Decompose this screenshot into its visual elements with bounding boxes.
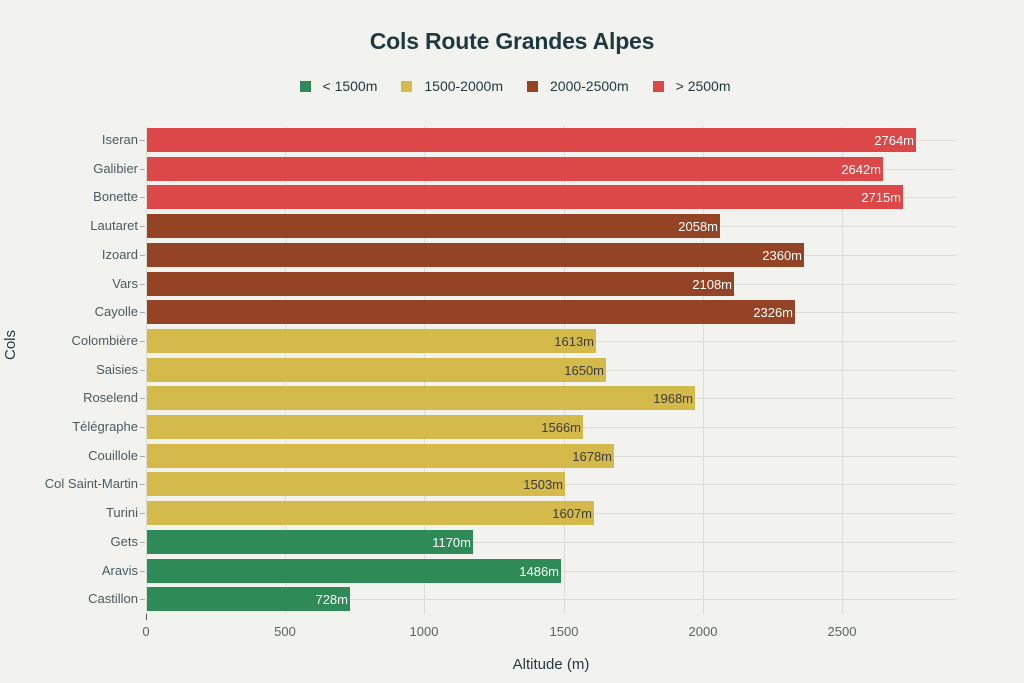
bar[interactable]: 1678m — [147, 444, 614, 468]
bar-value-label: 1613m — [554, 333, 594, 349]
y-tick-label: Lautaret — [90, 218, 138, 233]
bar-value-label: 1170m — [432, 534, 471, 550]
legend-item[interactable]: 2000-2500m — [521, 78, 629, 94]
bar[interactable]: 2360m — [147, 243, 804, 267]
y-tick-label: Vars — [112, 276, 138, 291]
legend-label: > 2500m — [675, 78, 731, 94]
legend-swatch — [299, 80, 311, 92]
y-tick-mark — [140, 513, 145, 514]
bar[interactable]: 1170m — [147, 530, 473, 554]
y-tick-mark — [140, 427, 145, 428]
bar-value-label: 2326m — [753, 304, 793, 320]
y-tick-mark — [140, 226, 145, 227]
y-tick-label: Couillole — [88, 448, 138, 463]
y-tick-label: Col Saint-Martin — [44, 476, 138, 491]
plot-area: 2764m 2642m 2715m 2058m 2360m 2108m 2326m 1613m… — [146, 126, 956, 620]
bar-value-label: 1678m — [572, 448, 612, 464]
bar[interactable]: 1968m — [147, 386, 695, 410]
y-tick-mark — [140, 255, 145, 256]
y-tick-mark — [140, 484, 145, 485]
y-tick-label: Turini — [105, 505, 138, 520]
y-tick-label: Roselend — [83, 390, 138, 405]
bar-value-label: 2058m — [678, 218, 718, 234]
legend-item[interactable]: 1500-2000m — [395, 78, 503, 94]
y-tick-label: Saisies — [96, 362, 138, 377]
x-tick-label: 2500 — [827, 624, 857, 639]
y-tick-label: Castillon — [88, 591, 138, 606]
bar-value-label: 1650m — [564, 362, 604, 378]
bar-value-label: 2764m — [874, 132, 914, 148]
y-tick-label: Cayolle — [94, 304, 138, 319]
y-tick-label: Gets — [110, 534, 138, 549]
y-tick-label: Aravis — [101, 563, 138, 578]
y-tick-mark — [140, 370, 145, 371]
bar[interactable]: 2058m — [147, 214, 720, 238]
legend-item[interactable]: < 1500m — [294, 78, 378, 94]
y-tick-mark — [140, 312, 145, 313]
legend-label: < 1500m — [322, 78, 378, 94]
bar[interactable]: 1566m — [147, 415, 583, 439]
x-tick-label: 500 — [274, 624, 296, 639]
bar-value-label: 1566m — [541, 419, 581, 435]
y-tick-mark — [140, 197, 145, 198]
bar-value-label: 1607m — [552, 505, 592, 521]
bar[interactable]: 728m — [147, 587, 350, 611]
bar-value-label: 1486m — [519, 563, 559, 579]
y-gridline — [146, 542, 956, 543]
y-tick-mark — [140, 599, 145, 600]
y-tick-label: Galibier — [93, 161, 138, 176]
y-tick-mark — [140, 542, 145, 543]
legend-swatch — [401, 80, 413, 92]
y-tick-mark — [140, 571, 145, 572]
legend-label: 2000-2500m — [550, 78, 629, 94]
x-tick-label: 1500 — [549, 624, 579, 639]
bar-value-label: 2108m — [692, 276, 732, 292]
bar-value-label: 2715m — [861, 189, 901, 205]
y-tick-label: Iseran — [101, 132, 138, 147]
x-tick-label: 2000 — [688, 624, 718, 639]
bar[interactable]: 2326m — [147, 300, 795, 324]
bar[interactable]: 1613m — [147, 329, 596, 353]
y-tick-mark — [140, 140, 145, 141]
bar[interactable]: 2642m — [147, 157, 883, 181]
bar-value-label: 1503m — [523, 476, 563, 492]
y-tick-label: Bonette — [93, 189, 138, 204]
y-tick-mark — [140, 169, 145, 170]
bar-value-label: 2642m — [841, 161, 881, 177]
y-tick-mark — [140, 284, 145, 285]
bar[interactable]: 2715m — [147, 185, 903, 209]
y-tick-label: Izoard — [101, 247, 138, 262]
y-tick-label: Télégraphe — [72, 419, 138, 434]
bar[interactable]: 1486m — [147, 559, 561, 583]
y-gridline — [146, 599, 956, 600]
bar-value-label: 1968m — [653, 390, 693, 406]
bar[interactable]: 1607m — [147, 501, 594, 525]
y-tick-mark — [140, 456, 145, 457]
bar[interactable]: 1650m — [147, 358, 606, 382]
x-axis-title: Altitude (m) — [512, 656, 590, 673]
bar[interactable]: 2764m — [147, 128, 916, 152]
bar-value-label: 2360m — [762, 247, 802, 263]
chart-title: Cols Route Grandes Alpes — [369, 28, 655, 54]
legend: < 1500m 1500-2000m 2000-2500m > 2500m — [0, 78, 1024, 94]
bar[interactable]: 2108m — [147, 272, 734, 296]
legend-label: 1500-2000m — [424, 78, 503, 94]
bar-value-label: 728m — [315, 591, 348, 607]
x-tick-label: 0 — [142, 624, 150, 639]
legend-swatch — [652, 80, 664, 92]
legend-item[interactable]: > 2500m — [647, 78, 731, 94]
x-tick-label: 1000 — [409, 624, 439, 639]
y-tick-mark — [140, 341, 145, 342]
y-tick-mark — [140, 398, 145, 399]
bar[interactable]: 1503m — [147, 472, 565, 496]
y-tick-label: Colombière — [71, 333, 138, 348]
legend-swatch — [527, 80, 538, 92]
